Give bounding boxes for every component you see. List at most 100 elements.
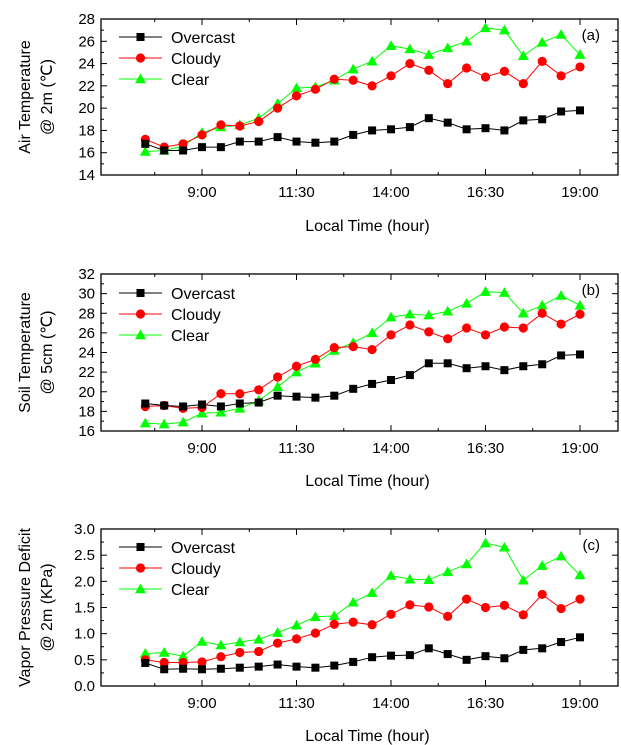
data-point xyxy=(519,362,528,371)
data-point xyxy=(177,650,189,661)
data-point xyxy=(499,66,509,76)
data-point xyxy=(349,130,358,139)
y-tick-label: 3.0 xyxy=(74,521,95,538)
data-point xyxy=(198,143,206,152)
chart-panel-c: 0.0 0.5 1.0 1.5 2.0 2.5 3.0 9:00 11:30 14:00 16:30… xyxy=(17,521,619,745)
x-tick-label: 11:30 xyxy=(278,184,314,201)
data-point xyxy=(292,137,301,146)
data-point xyxy=(367,81,377,91)
x-axis-title: Local Time (hour) xyxy=(305,218,430,235)
data-point xyxy=(291,366,302,377)
data-point xyxy=(347,63,359,74)
data-point xyxy=(311,393,320,402)
legend: Overcast Cloudy Clear xyxy=(119,540,236,599)
data-point xyxy=(574,49,586,59)
data-point xyxy=(311,138,320,147)
data-point xyxy=(347,596,359,607)
data-point xyxy=(500,654,509,663)
y-tick-label: 24 xyxy=(78,345,95,362)
y-axis-title-line: Soil Temperature xyxy=(17,292,34,413)
series-line xyxy=(145,354,581,408)
data-point xyxy=(423,309,435,320)
data-point xyxy=(387,375,395,384)
data-point xyxy=(273,133,282,142)
data-point xyxy=(291,82,302,93)
data-point xyxy=(555,550,567,561)
x-tick-label: 9:00 xyxy=(187,695,216,712)
data-point xyxy=(576,350,584,359)
data-point xyxy=(574,569,586,580)
series-line xyxy=(145,60,581,148)
data-point xyxy=(135,329,146,340)
data-point xyxy=(574,299,586,310)
data-point xyxy=(235,137,244,146)
y-tick-label: 22 xyxy=(78,364,95,381)
data-point xyxy=(135,309,146,319)
chart-panel-b: 16 18 20 22 24 26 28 30 32 9:00 11:30 14:00 16:30 19:… xyxy=(17,266,619,490)
data-point xyxy=(480,286,491,296)
series-line xyxy=(145,312,581,409)
series-clear xyxy=(139,537,586,661)
data-point xyxy=(330,391,339,400)
data-point xyxy=(310,354,320,364)
data-point xyxy=(443,118,452,127)
data-point xyxy=(424,327,434,337)
data-point xyxy=(368,126,377,135)
y-tick-label: 2.5 xyxy=(74,547,95,564)
data-point xyxy=(538,644,547,653)
data-point xyxy=(135,53,146,63)
y-tick-label: 32 xyxy=(78,266,95,283)
x-tick-label: 11:30 xyxy=(278,440,314,457)
chart-panel-a: 14 16 18 20 22 24 26 28 9:00 11:30 14:00 16:30 19:00… xyxy=(17,11,619,235)
data-point xyxy=(328,610,340,621)
data-point xyxy=(462,594,472,604)
data-point xyxy=(135,563,146,573)
data-point xyxy=(348,75,358,85)
data-point xyxy=(253,633,265,644)
y-tick-label: 26 xyxy=(78,325,95,342)
legend-label: Clear xyxy=(171,328,210,345)
data-point xyxy=(367,620,377,630)
data-point xyxy=(500,366,509,375)
data-point xyxy=(518,79,528,89)
data-point xyxy=(216,389,226,399)
panel-label: (a) xyxy=(582,27,600,44)
data-point xyxy=(481,124,490,133)
data-point xyxy=(141,399,150,408)
data-point xyxy=(216,120,226,130)
x-tick-label: 9:00 xyxy=(187,184,216,201)
data-point xyxy=(291,634,302,644)
data-point xyxy=(555,29,567,39)
legend-label: Overcast xyxy=(171,30,236,47)
data-point xyxy=(556,71,566,81)
data-point xyxy=(556,603,566,614)
data-point xyxy=(387,651,395,660)
data-point xyxy=(517,307,529,318)
data-point xyxy=(405,58,415,69)
data-point xyxy=(234,402,246,413)
legend-label: Cloudy xyxy=(171,307,221,324)
data-point xyxy=(158,418,170,429)
y-tick-label: 1.0 xyxy=(74,626,95,643)
data-point xyxy=(575,62,585,72)
data-point xyxy=(423,49,435,59)
data-point xyxy=(234,636,246,647)
data-point xyxy=(576,633,584,642)
data-point xyxy=(442,42,454,53)
x-tick-label: 19:00 xyxy=(561,184,599,201)
data-point xyxy=(366,55,378,66)
data-point xyxy=(368,379,377,388)
data-point xyxy=(292,392,301,401)
data-point xyxy=(404,308,416,319)
y-axis-title-line: Vapor Pressure Deficit xyxy=(17,528,34,687)
legend-label: Cloudy xyxy=(171,561,221,578)
legend-label: Overcast xyxy=(171,540,236,557)
y-tick-label: 20 xyxy=(78,384,95,401)
data-point xyxy=(366,587,378,598)
y-tick-label: 18 xyxy=(78,403,95,420)
series-overcast xyxy=(141,106,584,155)
data-point xyxy=(462,63,472,73)
data-point xyxy=(329,619,339,629)
data-point xyxy=(254,646,264,657)
data-point xyxy=(309,611,321,622)
